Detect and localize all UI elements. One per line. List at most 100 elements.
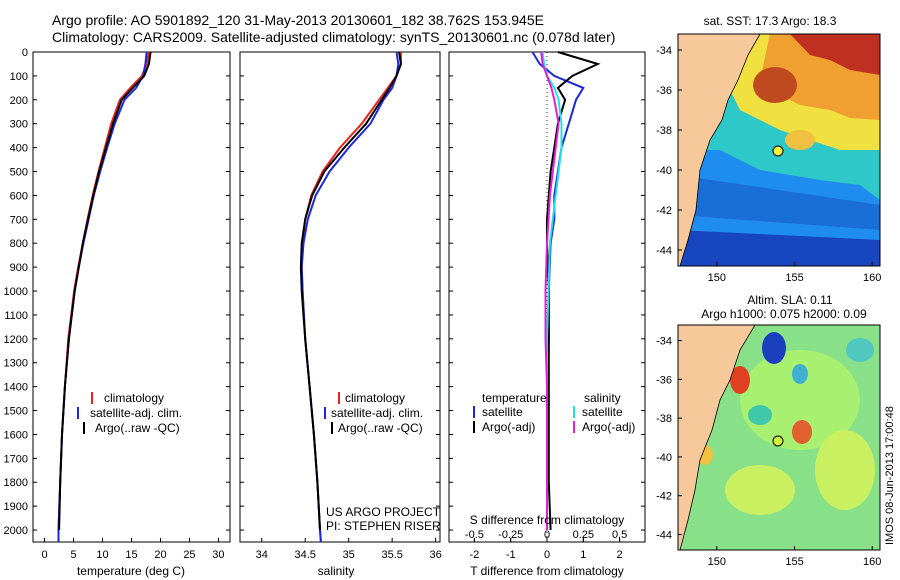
sst-lon-tick-label: 160 bbox=[863, 272, 881, 284]
salinity-tick-label: 34 bbox=[256, 549, 268, 561]
sst-lon-tick-label: 155 bbox=[785, 272, 803, 284]
sla-field-2 bbox=[815, 430, 875, 510]
sst-lat-tick-label: -34 bbox=[656, 45, 672, 57]
sla-lat-tick-label: -34 bbox=[656, 336, 672, 348]
s-diff-tick-label: -0.5 bbox=[465, 529, 484, 541]
legend-temp-argo: Argo(..raw -QC) bbox=[95, 421, 180, 435]
sla-low-4 bbox=[846, 338, 874, 362]
sst-cool-band bbox=[678, 175, 880, 230]
s-diff-tick-label: 0.5 bbox=[612, 529, 627, 541]
sst-map bbox=[678, 34, 880, 266]
t-difference-xlabel: T difference from climatology bbox=[470, 564, 624, 578]
t-diff-tick-label: 0 bbox=[544, 549, 550, 561]
legend-temp-climatology: climatology bbox=[104, 391, 164, 405]
map-tick-group: -34 -36 -38 -40 -42 -44 150 155 160 -34 -36 -38 -40 -… bbox=[656, 45, 881, 568]
depth-tick-label: 1400 bbox=[4, 382, 28, 394]
sla-map-title1: Altim. SLA: 0.11 bbox=[747, 293, 832, 307]
temperature-tick-label: 5 bbox=[70, 549, 76, 561]
s-diff-tick-label: 0.25 bbox=[573, 529, 594, 541]
sst-coastline bbox=[679, 34, 761, 266]
sst-lat-tick-label: -42 bbox=[656, 205, 672, 217]
sst-lat-tick-label: -38 bbox=[656, 125, 672, 137]
figure-title-line2: Climatology: CARS2009. Satellite-adjuste… bbox=[52, 29, 616, 45]
sla-low-3 bbox=[748, 405, 772, 425]
salinity-xlabel: salinity bbox=[318, 564, 355, 578]
temperature-xlabel: temperature (deg C) bbox=[77, 564, 185, 578]
sla-lat-tick-label: -44 bbox=[656, 529, 672, 541]
salinity-panel-frame bbox=[239, 51, 441, 543]
temperature-tick-label: 15 bbox=[125, 549, 137, 561]
sst-argo-position bbox=[772, 145, 784, 157]
legend-temp-satellite: satellite-adj. clim. bbox=[90, 406, 182, 420]
depth-tick-group: 0 100 200 300 400 500 600 700 800 900 1000 1100 1200… bbox=[4, 47, 645, 537]
credit-project: US ARGO PROJECT bbox=[326, 505, 441, 519]
sst-map-title: sat. SST: 17.3 Argo: 18.3 bbox=[704, 14, 837, 28]
depth-tick-label: 1700 bbox=[4, 453, 28, 465]
sla-lat-tick-label: -40 bbox=[656, 452, 672, 464]
sst-land bbox=[678, 34, 760, 266]
sla-field-1 bbox=[740, 350, 860, 450]
temperature-tick-label: 0 bbox=[42, 549, 48, 561]
salinity-tick-label: 35.5 bbox=[381, 549, 402, 561]
figure-title-line1: Argo profile: AO 5901892_120 31-May-2013… bbox=[52, 12, 544, 28]
imos-timestamp: IMOS 08-Jun-2013 17:00:48 bbox=[884, 406, 896, 545]
sla-map-frame bbox=[677, 324, 881, 551]
profile-curves bbox=[57, 51, 601, 543]
sla-lat-tick-label: -36 bbox=[656, 374, 672, 386]
depth-tick-label: 1800 bbox=[4, 477, 28, 489]
legend-sal-satellite: satellite-adj. clim. bbox=[331, 406, 423, 420]
series-line-salinity-argo-adj- bbox=[540, 51, 560, 530]
sla-map bbox=[678, 325, 880, 550]
sla-land bbox=[678, 325, 755, 550]
salinity-tick-label: 36 bbox=[430, 549, 442, 561]
sla-lon-tick-label: 155 bbox=[785, 556, 803, 568]
temperature-panel-frame bbox=[32, 51, 231, 543]
depth-tick-label: 1000 bbox=[4, 286, 28, 298]
s-diff-tick-label: -0.25 bbox=[498, 529, 523, 541]
depth-tick-label: 1100 bbox=[4, 310, 28, 322]
series-line-argo-raw-qc- bbox=[299, 51, 402, 531]
depth-tick-label: 100 bbox=[10, 71, 28, 83]
temperature-tick-label: 20 bbox=[154, 549, 166, 561]
sla-lon-tick-label: 150 bbox=[708, 556, 726, 568]
sst-map-frame bbox=[677, 33, 881, 267]
sst-cold-region bbox=[678, 230, 880, 266]
t-diff-tick-label: -1 bbox=[506, 549, 516, 561]
depth-tick-label: 300 bbox=[10, 119, 28, 131]
sla-argo-position bbox=[772, 435, 784, 447]
legend-t-argo: Argo(-adj) bbox=[482, 420, 535, 434]
t-diff-tick-label: -2 bbox=[470, 549, 480, 561]
legend-temperature-title: temperature bbox=[482, 391, 547, 405]
depth-tick-label: 900 bbox=[10, 262, 28, 274]
temperature-tick-label: 25 bbox=[183, 549, 195, 561]
sst-eddy-warm-2 bbox=[785, 130, 815, 150]
depth-tick-label: 500 bbox=[10, 167, 28, 179]
depth-tick-label: 400 bbox=[10, 143, 28, 155]
sst-lat-tick-label: -36 bbox=[656, 85, 672, 97]
sla-low-2 bbox=[792, 364, 808, 384]
sla-coastline bbox=[679, 325, 756, 550]
depth-tick-label: 1500 bbox=[4, 406, 28, 418]
temperature-tick-label: 10 bbox=[96, 549, 108, 561]
salinity-tick-label: 35 bbox=[343, 549, 355, 561]
sla-lat-tick-label: -38 bbox=[656, 413, 672, 425]
s-diff-tick-label: 0 bbox=[544, 529, 550, 541]
t-diff-tick-label: 2 bbox=[617, 549, 623, 561]
depth-tick-label: 1600 bbox=[4, 429, 28, 441]
legend-t-satellite: satellite bbox=[482, 405, 523, 419]
sla-high-2 bbox=[792, 420, 812, 444]
sst-hot-region bbox=[790, 34, 880, 75]
sla-lon-tick-label: 160 bbox=[863, 556, 881, 568]
t-diff-tick-label: 1 bbox=[580, 549, 586, 561]
temperature-tick-label: 30 bbox=[212, 549, 224, 561]
s-difference-label: S difference from climatology bbox=[470, 513, 625, 527]
depth-tick-label: 1200 bbox=[4, 334, 28, 346]
sst-lon-tick-label: 150 bbox=[708, 272, 726, 284]
legend-s-satellite: satellite bbox=[582, 405, 623, 419]
depth-tick-label: 700 bbox=[10, 214, 28, 226]
depth-tick-label: 1900 bbox=[4, 501, 28, 513]
series-line-temperature-argo-adj- bbox=[546, 51, 601, 531]
sst-lat-tick-label: -40 bbox=[656, 165, 672, 177]
legend-salinity-title: salinity bbox=[584, 391, 621, 405]
sla-low-1 bbox=[762, 332, 786, 364]
